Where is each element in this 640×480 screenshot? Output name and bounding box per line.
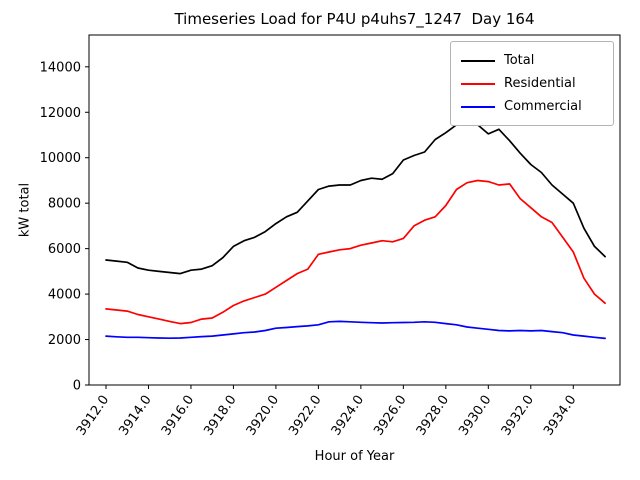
- x-tick-label: 3932.0: [499, 393, 537, 439]
- x-tick-label: 3918.0: [201, 393, 239, 439]
- x-tick-label: 3922.0: [286, 393, 324, 439]
- legend: Total Residential Commercial: [450, 41, 614, 126]
- legend-item-residential: Residential: [461, 72, 601, 95]
- x-tick-label: 3928.0: [414, 393, 452, 439]
- y-tick-label: 12000: [40, 106, 81, 121]
- y-tick-label: 0: [73, 379, 81, 394]
- x-tick-label: 3934.0: [541, 393, 579, 439]
- x-tick-label: 3930.0: [456, 393, 494, 439]
- series-line-commercial: [105, 320, 606, 340]
- legend-label-residential: Residential: [504, 76, 576, 91]
- x-tick-label: 3914.0: [116, 393, 154, 439]
- y-tick-label: 10000: [40, 151, 81, 166]
- legend-item-commercial: Commercial: [461, 95, 601, 118]
- y-tick-label: 2000: [48, 333, 81, 348]
- y-tick-label: 8000: [48, 197, 81, 212]
- x-tick-label: 3926.0: [371, 393, 409, 439]
- legend-label-commercial: Commercial: [504, 99, 582, 114]
- x-tick-label: 3920.0: [244, 393, 282, 439]
- x-tick-label: 3916.0: [159, 393, 197, 439]
- legend-line-total-icon: [461, 59, 495, 62]
- legend-line-residential-icon: [461, 82, 495, 85]
- series-line-total: [105, 122, 606, 275]
- series-line-residential: [105, 179, 606, 325]
- y-tick-label: 4000: [48, 288, 81, 303]
- x-tick-label: 3924.0: [329, 393, 367, 439]
- legend-label-total: Total: [504, 53, 535, 68]
- chart-title: Timeseries Load for P4U p4uhs7_1247 Day …: [174, 10, 535, 28]
- x-axis-label: Hour of Year: [314, 449, 395, 464]
- y-tick-label: 6000: [48, 242, 81, 257]
- x-tick-label: 3912.0: [74, 393, 112, 439]
- legend-line-commercial-icon: [461, 105, 495, 108]
- legend-item-total: Total: [461, 49, 601, 72]
- y-tick-label: 14000: [40, 60, 81, 75]
